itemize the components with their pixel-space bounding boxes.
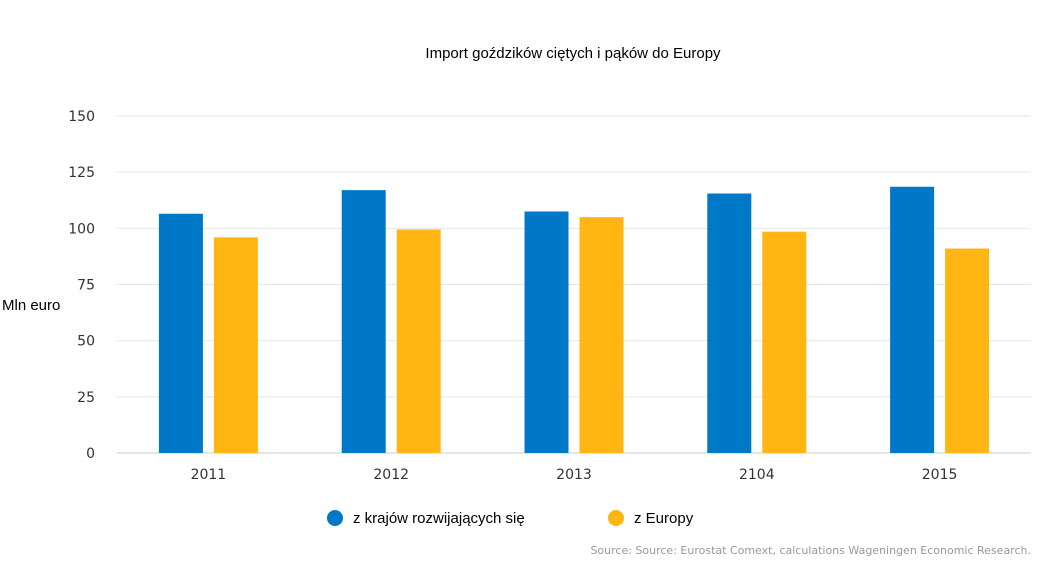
bar-developing-2011[interactable] — [158, 213, 203, 453]
x-tick-label: 2011 — [191, 467, 227, 483]
bar-developing-2013[interactable] — [524, 211, 569, 453]
y-tick-label: 75 — [77, 278, 95, 294]
legend-marker[interactable] — [327, 510, 343, 526]
y-tick-label: 125 — [68, 165, 95, 181]
x-tick-label: 2015 — [922, 467, 958, 483]
gridlines — [117, 115, 1031, 454]
bar-developing-2015[interactable] — [890, 186, 935, 453]
y-tick-label: 100 — [68, 221, 95, 237]
y-tick-label: 0 — [86, 446, 95, 462]
legend[interactable]: z krajów rozwijających się z Europy — [327, 510, 694, 527]
y-tick-label: 50 — [77, 334, 95, 350]
bar-developing-2012[interactable] — [341, 190, 386, 453]
legend-marker[interactable] — [608, 510, 624, 526]
bar-europe-2013[interactable] — [579, 217, 624, 453]
y-tick-label: 25 — [77, 390, 95, 406]
x-tick-label: 2012 — [373, 467, 409, 483]
bar-europe-2015[interactable] — [945, 248, 990, 453]
y-tick-label: 150 — [68, 109, 95, 125]
y-axis-label: Mln euro — [2, 297, 60, 314]
legend-label[interactable]: z krajów rozwijających się — [353, 510, 525, 527]
bar-europe-2104[interactable] — [762, 231, 807, 453]
bar-europe-2011[interactable] — [213, 237, 258, 453]
chart-title: Import goździków ciętych i pąków do Euro… — [425, 45, 721, 62]
bar-europe-2012[interactable] — [396, 229, 441, 453]
bar-developing-2104[interactable] — [707, 193, 752, 453]
x-tick-label: 2104 — [739, 467, 775, 483]
y-axis-ticks: 0 25 50 75 100 125 150 — [68, 109, 95, 462]
x-tick-label: 2013 — [556, 467, 592, 483]
source-note: Source: Source: Eurostat Comext, calcula… — [590, 544, 1031, 557]
legend-label[interactable]: z Europy — [634, 510, 694, 527]
bars — [158, 186, 990, 453]
x-axis-ticks: 2011 2012 2013 2104 2015 — [191, 467, 958, 483]
